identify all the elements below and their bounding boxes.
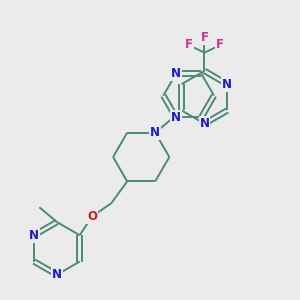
Text: F: F [200, 32, 208, 44]
Text: F: F [184, 38, 193, 52]
Text: N: N [52, 268, 62, 281]
Text: N: N [29, 229, 39, 242]
Text: N: N [200, 117, 209, 130]
Text: O: O [87, 210, 97, 223]
Text: N: N [150, 126, 160, 139]
Text: N: N [171, 67, 181, 80]
Text: N: N [171, 111, 181, 124]
Text: N: N [222, 78, 232, 91]
Text: F: F [216, 38, 224, 52]
